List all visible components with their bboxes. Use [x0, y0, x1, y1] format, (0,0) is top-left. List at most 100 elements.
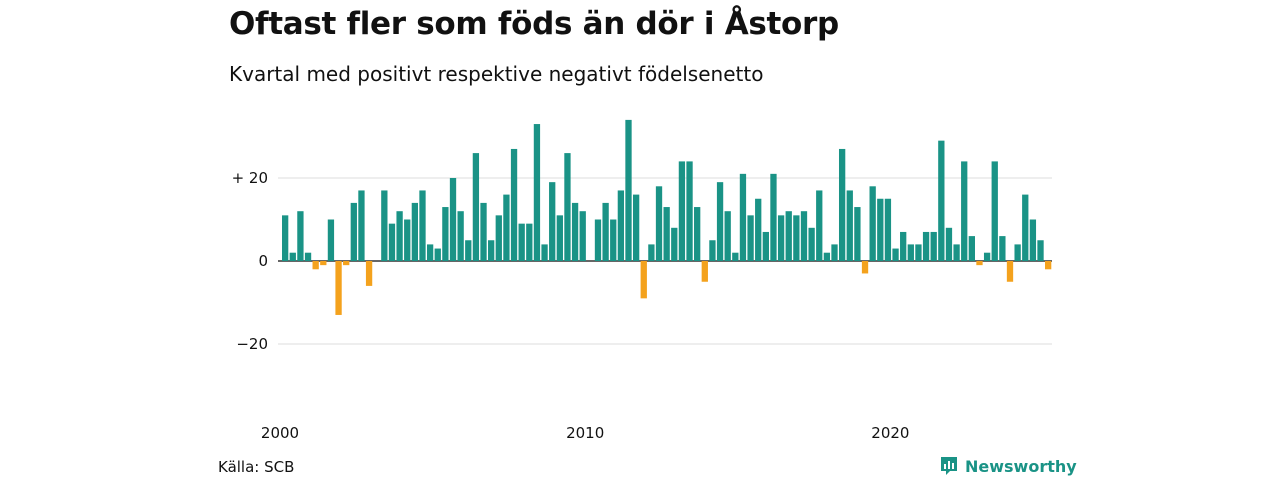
bar — [861, 261, 869, 274]
bar — [632, 194, 640, 261]
bar — [678, 161, 686, 261]
bar — [434, 248, 441, 261]
bar — [312, 261, 319, 270]
y-tick-label: + 20 — [232, 169, 268, 187]
bar — [549, 182, 556, 261]
bar — [724, 211, 731, 261]
bar — [999, 236, 1006, 261]
bar — [755, 198, 762, 261]
bar — [556, 215, 563, 261]
bar — [594, 219, 602, 261]
bar — [564, 153, 571, 261]
y-tick-label: 0 — [258, 252, 268, 270]
bar — [701, 261, 708, 282]
bar — [503, 194, 510, 261]
bar — [953, 244, 960, 261]
bar — [426, 244, 434, 261]
bar — [510, 148, 518, 261]
bar — [945, 227, 953, 261]
bar — [739, 173, 747, 261]
bar — [297, 211, 304, 261]
bar — [747, 215, 754, 261]
bar — [930, 231, 937, 261]
bar — [892, 248, 899, 261]
bar — [831, 244, 838, 261]
bar — [411, 202, 419, 261]
x-tick-label: 2000 — [261, 424, 299, 442]
bar — [335, 261, 342, 315]
bar — [732, 252, 739, 261]
bar — [793, 215, 800, 261]
bar — [381, 190, 388, 261]
bar — [617, 190, 625, 261]
bar — [526, 223, 533, 261]
bar — [709, 240, 716, 261]
bar — [602, 202, 609, 261]
bar — [823, 252, 831, 261]
y-tick-label: −20 — [236, 335, 268, 353]
bar — [1006, 261, 1014, 282]
bar — [289, 252, 296, 261]
bar — [762, 231, 769, 261]
bar — [365, 261, 373, 286]
bar — [480, 202, 487, 261]
bar — [472, 153, 480, 261]
bar — [938, 140, 945, 261]
bar — [610, 219, 617, 261]
bar — [770, 173, 777, 261]
bar — [495, 215, 502, 261]
bar — [671, 227, 678, 261]
bar — [716, 182, 724, 261]
chart-subtitle: Kvartal med positivt respektive negativt… — [229, 62, 764, 86]
bar — [838, 148, 846, 261]
brand-logo: Newsworthy — [939, 455, 1077, 477]
bar — [449, 178, 457, 261]
bar — [1029, 219, 1037, 261]
bar — [488, 240, 495, 261]
bar — [625, 119, 632, 262]
bar — [884, 198, 892, 261]
bar — [800, 211, 808, 261]
bar — [648, 244, 655, 261]
bar — [663, 207, 670, 261]
bar — [777, 215, 785, 261]
x-tick-label: 2010 — [566, 424, 604, 442]
bar — [991, 161, 998, 261]
bar — [655, 186, 663, 261]
bar — [404, 219, 411, 261]
bar — [579, 211, 586, 261]
bar — [518, 223, 525, 261]
bar — [388, 223, 396, 261]
source-note: Källa: SCB — [218, 458, 295, 476]
bar — [694, 207, 701, 261]
bar — [442, 207, 449, 261]
bar — [1045, 261, 1052, 270]
bar — [907, 244, 914, 261]
bar — [968, 236, 975, 261]
brand-name: Newsworthy — [965, 456, 1077, 476]
bar — [465, 240, 472, 261]
chart-title: Oftast fler som föds än dör i Åstorp — [229, 6, 839, 42]
bar — [358, 190, 365, 261]
bar — [686, 161, 693, 261]
bar — [1022, 194, 1029, 261]
bar — [983, 252, 991, 261]
bar — [816, 190, 823, 261]
bar — [343, 261, 350, 266]
bar — [854, 207, 861, 261]
bar — [640, 261, 647, 299]
bar — [808, 227, 815, 261]
bar — [785, 211, 792, 261]
bar — [1037, 240, 1044, 261]
bar — [457, 211, 464, 261]
bar — [304, 252, 312, 261]
bar — [976, 261, 983, 266]
bar — [961, 161, 968, 261]
bar — [1014, 244, 1021, 261]
bar — [350, 202, 357, 261]
axis-labels: + 20 0 −20 2000 2010 2020 — [232, 169, 910, 442]
bar — [533, 124, 541, 261]
bar — [922, 231, 930, 261]
bar — [915, 244, 922, 261]
